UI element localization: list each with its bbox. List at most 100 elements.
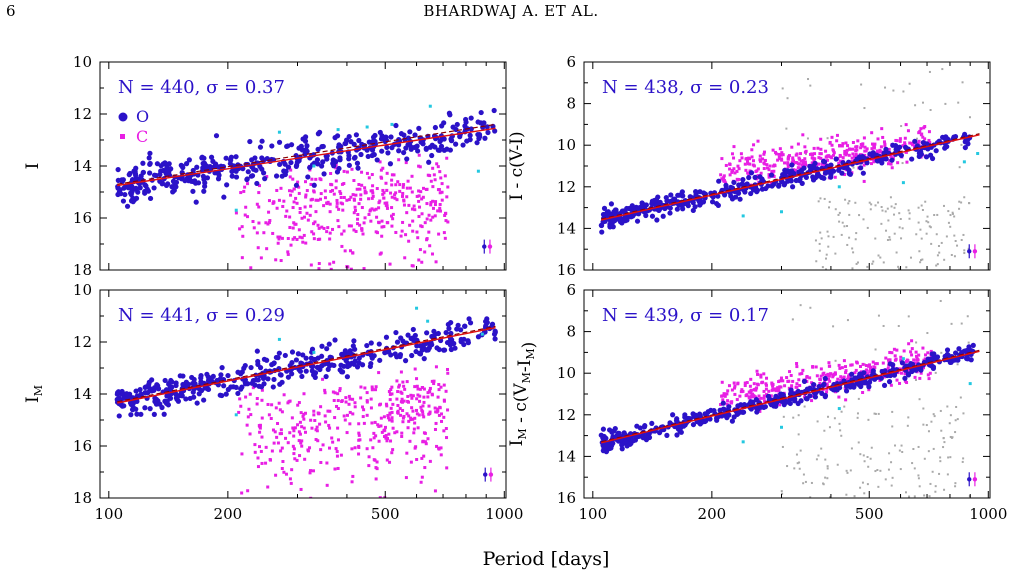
o-point: [137, 386, 143, 393]
c-point: [864, 364, 868, 368]
c-point: [826, 154, 830, 158]
c-point: [920, 132, 924, 136]
c-point: [780, 157, 784, 161]
c-point: [352, 179, 356, 183]
c-point: [357, 422, 361, 426]
o-point: [218, 372, 224, 378]
c-point: [790, 145, 794, 149]
c-point: [352, 197, 356, 201]
c-point: [259, 449, 263, 453]
o-point: [289, 349, 296, 355]
c-point: [355, 187, 359, 191]
c-point: [297, 439, 301, 443]
o-point: [303, 355, 309, 361]
c-point: [917, 131, 921, 135]
c-point: [771, 148, 775, 152]
c-point: [803, 145, 807, 149]
c-point: [870, 162, 874, 166]
grey-point: [862, 218, 865, 221]
o-point: [120, 198, 127, 204]
c-point: [739, 390, 743, 394]
c-point: [844, 153, 848, 157]
c-point: [279, 432, 283, 436]
c-point: [240, 452, 244, 456]
c-point: [418, 399, 422, 403]
o-point: [918, 149, 924, 155]
grey-point: [857, 441, 860, 444]
grey-point: [799, 449, 802, 452]
c-point: [777, 387, 781, 391]
c-point: [404, 274, 407, 277]
grey-point: [949, 456, 952, 459]
c-point: [253, 450, 257, 454]
o-point: [138, 391, 144, 397]
c-point: [274, 406, 278, 410]
o-point: [311, 356, 317, 363]
c-point: [346, 265, 350, 269]
c-point: [427, 412, 431, 416]
grey-point: [848, 236, 851, 239]
grey-point: [809, 306, 812, 309]
c-point: [290, 189, 294, 193]
c-point: [863, 145, 867, 149]
c-point: [248, 392, 252, 396]
c-point: [408, 283, 411, 286]
c-point: [265, 175, 269, 179]
grey-point: [817, 200, 820, 203]
o-point: [353, 132, 359, 138]
c-point: [928, 371, 932, 375]
c-point: [272, 200, 276, 204]
c-point: [379, 424, 383, 428]
o-point: [124, 203, 131, 209]
o-point: [612, 426, 618, 432]
c-point: [765, 376, 769, 380]
o-point: [269, 143, 275, 149]
o-point: [731, 179, 737, 186]
o-point: [392, 351, 398, 357]
c-point: [384, 203, 388, 207]
grey-point: [841, 221, 844, 224]
grey-point: [807, 78, 810, 81]
o-point: [746, 174, 752, 181]
grey-point: [894, 203, 897, 206]
grey-point: [843, 405, 846, 408]
grey-point: [937, 245, 940, 248]
c-point: [904, 360, 908, 364]
c-point: [309, 418, 313, 422]
o-point: [409, 335, 416, 341]
o-point: [956, 346, 962, 352]
o-point: [492, 128, 498, 134]
grey-point: [826, 137, 829, 140]
c-point: [246, 489, 250, 493]
o-point: [170, 189, 176, 195]
grey-point: [926, 332, 929, 335]
c-point: [438, 209, 442, 213]
c-point: [844, 398, 848, 402]
grey-point: [934, 485, 937, 488]
c-point: [336, 426, 340, 430]
cyan-point: [312, 164, 316, 168]
c-point: [300, 444, 304, 448]
c-point: [271, 231, 275, 235]
o-point: [962, 144, 968, 151]
o-point: [115, 185, 121, 191]
c-point: [764, 383, 768, 387]
o-point: [352, 154, 358, 160]
o-point: [387, 161, 394, 167]
grey-point: [826, 477, 829, 480]
c-point: [321, 443, 325, 447]
c-point: [276, 421, 280, 425]
c-point: [356, 217, 360, 221]
c-point: [906, 359, 910, 363]
o-point: [692, 204, 698, 210]
c-point: [873, 366, 877, 370]
c-point: [264, 461, 268, 465]
o-point: [603, 443, 610, 450]
c-point: [340, 232, 344, 236]
grey-point: [956, 244, 959, 247]
grey-point: [877, 201, 880, 204]
o-point: [913, 367, 919, 373]
grey-point: [792, 416, 795, 419]
c-point: [389, 388, 393, 392]
c-point: [801, 162, 805, 166]
